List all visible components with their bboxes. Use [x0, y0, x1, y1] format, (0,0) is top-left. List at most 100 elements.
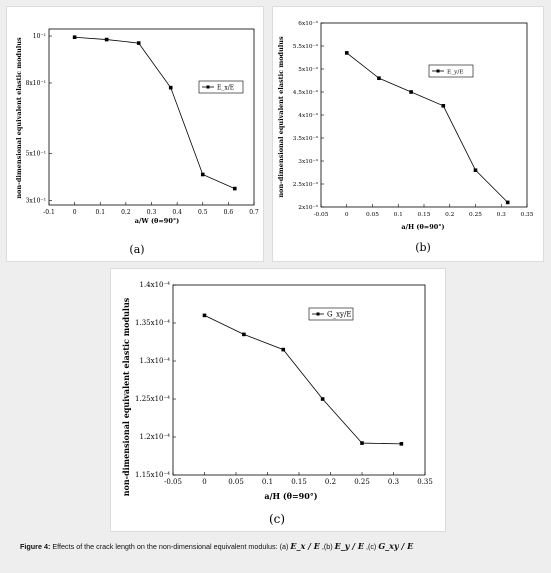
data-point-b — [409, 90, 413, 94]
data-point-b — [505, 200, 510, 205]
x-axis-label-c: a/H (θ=90°) — [264, 491, 317, 501]
x-tick-label-b: 0.05 — [366, 212, 379, 218]
data-point-c — [320, 397, 325, 401]
panel-label-b: (b) — [415, 241, 431, 254]
y-tick-label-b: 5.5x10⁻³ — [293, 43, 319, 50]
x-tick-label-a: 0 — [73, 209, 77, 216]
plot-frame-a — [48, 28, 255, 206]
x-tick-label-c: 0.2 — [325, 478, 336, 486]
chart-panel-b: -0.05 0 0.05 0.1 0.15 0.2 0.25 0.3 0.35 2x10⁻³ 2.5… — [272, 6, 544, 262]
y-tick-label-b: 3.5x10⁻³ — [293, 135, 319, 142]
caption-label: Figure 4: — [20, 542, 51, 551]
data-point-b — [473, 168, 478, 172]
x-tick-label-b: 0.15 — [418, 212, 431, 218]
y-tick-label-c: 1.25x10⁻⁴ — [135, 395, 170, 403]
x-tick-label-a: 0.5 — [198, 209, 208, 216]
y-tick-label-c: 1.2x10⁻⁴ — [140, 433, 171, 441]
caption-text: Effects of the crack length on the non-d… — [52, 542, 289, 551]
legend-marker-a — [206, 85, 210, 89]
series-line-c — [204, 315, 402, 445]
x-tick-label-b: 0.1 — [394, 212, 403, 218]
plot-frame-b — [320, 22, 528, 208]
y-tick-label-b: 4.5x10⁻³ — [293, 89, 319, 96]
caption-sep-c: ,(c) — [365, 542, 377, 551]
caption-formula-c: G_xy / E — [378, 541, 414, 551]
x-tick-label-c: 0.15 — [291, 478, 307, 486]
legend-box-b — [428, 64, 474, 78]
legend-label-b: E_y/E — [447, 70, 464, 76]
legend-marker-b — [436, 69, 440, 73]
legend-marker-c — [316, 312, 320, 316]
data-point-c — [360, 441, 364, 445]
y-tick-label-a: 3x10⁻¹ — [26, 197, 46, 204]
series-line-b — [346, 52, 508, 203]
x-tick-label-b: 0.3 — [497, 212, 507, 218]
y-tick-label-c: 1.35x10⁻⁴ — [135, 319, 170, 327]
x-tick-label-c: 0.35 — [417, 478, 433, 486]
figure-caption: Figure 4: Effects of the crack length on… — [20, 541, 540, 551]
panel-label-c: (c) — [269, 512, 285, 526]
x-tick-label-a: 0.1 — [95, 209, 105, 216]
data-point-c — [281, 347, 286, 352]
legend-label-a: E_x/E — [217, 85, 234, 92]
legend-label-c: G_xy/E — [327, 311, 351, 319]
x-tick-label-c: 0.3 — [388, 478, 399, 486]
chart-panel-c: -0.05 0 0.05 0.1 0.15 0.2 0.25 0.3 0.35 1.15x10⁻⁴… — [110, 268, 446, 532]
y-axis-label-a: non-dimensional equivalent elastic modul… — [15, 37, 23, 199]
data-point-a — [232, 186, 237, 191]
x-tick-label-b: 0.35 — [521, 212, 534, 218]
y-tick-label-a: 5x10⁻¹ — [26, 150, 46, 157]
x-tick-label-c: -0.05 — [164, 478, 182, 486]
data-point-a — [104, 37, 109, 42]
x-tick-label-a: 0.7 — [249, 209, 259, 216]
data-point-c — [202, 313, 207, 318]
series-line-a — [74, 36, 235, 189]
data-point-c — [242, 332, 246, 337]
x-tick-label-b: 0 — [345, 212, 349, 218]
y-tick-label-c: 1.4x10⁻⁴ — [140, 281, 171, 289]
chart-panel-a: -0.1 0 0.1 0.2 0.3 0.4 0.5 0.6 0.7 3x10⁻¹ 5x10⁻¹ 8x… — [6, 6, 264, 262]
x-tick-label-b: -0.05 — [314, 212, 329, 218]
x-tick-label-c: 0 — [202, 478, 206, 486]
y-tick-label-b: 4x10⁻³ — [298, 112, 318, 119]
data-point-b — [441, 104, 446, 108]
y-tick-label-a: 10⁻¹ — [33, 33, 46, 40]
x-tick-label-b: 0.2 — [445, 212, 455, 218]
legend-box-a — [198, 80, 244, 94]
data-point-a — [168, 85, 173, 90]
caption-formula-a: E_x / E — [290, 541, 320, 551]
x-tick-label-c: 0.05 — [228, 478, 244, 486]
caption-sep-b: ,(b) — [321, 542, 333, 551]
x-tick-label-a: 0.2 — [121, 209, 131, 216]
data-point-a — [72, 35, 77, 40]
y-tick-label-b: 6x10⁻³ — [298, 20, 318, 27]
x-axis-label-b: a/H (θ=90°) — [401, 223, 444, 231]
x-tick-label-a: -0.1 — [43, 209, 55, 216]
x-tick-label-b: 0.25 — [469, 212, 482, 218]
x-tick-label-a: 0.6 — [224, 209, 234, 216]
y-tick-label-a: 8x10⁻¹ — [26, 80, 46, 87]
chart-b-svg: -0.05 0 0.05 0.1 0.15 0.2 0.25 0.3 0.35 2x10⁻³ 2.5… — [277, 20, 534, 254]
y-axis-label-c: non-dimensional equivalent elastic modul… — [121, 297, 131, 496]
x-axis-label-a: a/W (θ=90°) — [135, 217, 179, 225]
y-tick-label-c: 1.3x10⁻⁴ — [140, 357, 171, 365]
panel-label-a: (a) — [129, 243, 144, 256]
chart-c-svg: -0.05 0 0.05 0.1 0.15 0.2 0.25 0.3 0.35 1.15x10⁻⁴… — [121, 281, 433, 526]
data-point-b — [377, 76, 381, 80]
x-tick-label-c: 0.1 — [262, 478, 273, 486]
y-tick-label-c: 1.15x10⁻⁴ — [135, 471, 170, 479]
data-point-a — [136, 41, 141, 45]
data-point-a — [200, 172, 205, 177]
x-tick-label-a: 0.4 — [172, 209, 182, 216]
legend-box-c — [308, 307, 354, 321]
plot-frame-c — [172, 284, 426, 476]
x-tick-label-a: 0.3 — [147, 209, 157, 216]
caption-formula-b: E_y / E — [334, 541, 364, 551]
x-tick-label-c: 0.25 — [354, 478, 370, 486]
y-tick-label-b: 2x10⁻³ — [298, 204, 318, 211]
chart-a-svg: -0.1 0 0.1 0.2 0.3 0.4 0.5 0.6 0.7 3x10⁻¹ 5x10⁻¹ 8x… — [15, 28, 259, 256]
data-point-b — [344, 51, 349, 55]
y-tick-label-b: 2.5x10⁻³ — [293, 181, 319, 188]
y-tick-label-b: 3x10⁻³ — [298, 158, 318, 165]
y-axis-label-b: non-dimensional equivalent elastic modul… — [277, 36, 285, 198]
